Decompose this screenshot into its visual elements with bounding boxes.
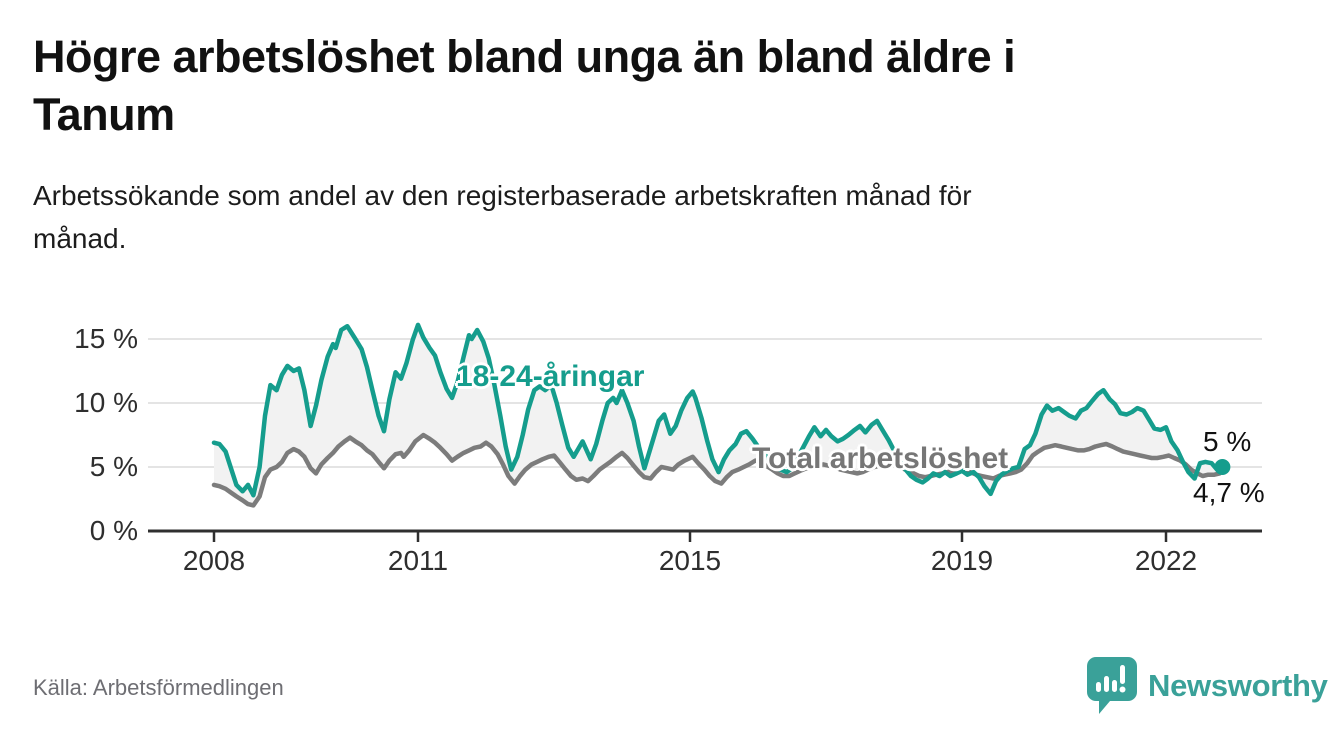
x-tick-label-2022: 2022 xyxy=(1134,545,1198,576)
brand-logo: Newsworthy xyxy=(1086,656,1328,716)
y-tick-label-5: 5 % xyxy=(89,451,138,482)
page-subtitle: Arbetssökande som andel av den registerb… xyxy=(33,174,1233,260)
series-line-total xyxy=(211,432,1225,508)
title-line-1: Högre arbetslöshet bland unga än bland ä… xyxy=(33,31,1016,82)
end-value-label-young: 5 % xyxy=(1203,426,1252,457)
x-tick-label-2008: 2008 xyxy=(182,545,246,576)
series-band-fill xyxy=(214,324,1223,506)
source-note: Källa: Arbetsförmedlingen xyxy=(33,675,284,700)
x-tick-label-2015: 2015 xyxy=(658,545,722,576)
subtitle-line-2: månad. xyxy=(33,223,127,254)
y-tick-label-15: 15 % xyxy=(74,323,138,354)
band-between-series xyxy=(214,324,1223,506)
x-tick-label-2019: 2019 xyxy=(930,545,994,576)
end-point-dot xyxy=(1214,459,1231,475)
y-tick-label-10: 10 % xyxy=(74,387,138,418)
series-label-total: Total arbetslöshet xyxy=(752,442,1009,475)
title-line-2: Tanum xyxy=(33,89,175,140)
series-line-young xyxy=(211,322,1225,498)
series-lines xyxy=(211,322,1231,508)
y-tick-label-0: 0 % xyxy=(89,515,138,546)
subtitle-line-1: Arbetssökande som andel av den registerb… xyxy=(33,180,972,211)
newsworthy-bubble-icon xyxy=(1087,657,1137,714)
end-value-label-total: 4,7 % xyxy=(1193,477,1265,508)
brand-name: Newsworthy xyxy=(1148,668,1328,703)
page-title: Högre arbetslöshet bland unga än bland ä… xyxy=(33,28,1313,144)
x-tick-label-2011: 2011 xyxy=(387,545,449,576)
x-axis xyxy=(148,529,1262,542)
series-label-young: 18-24-åringar xyxy=(456,360,645,393)
